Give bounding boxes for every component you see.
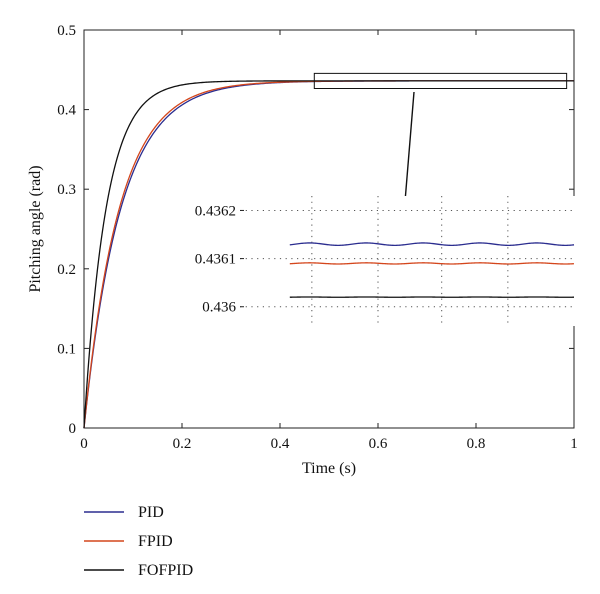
y-tick-label: 0.1 [57,341,76,357]
zoom-box [313,72,568,90]
inset-line-pid [289,242,575,247]
inset-frame [213,196,575,326]
x-tick-label: 0.2 [173,436,192,452]
x-tick-label: 0.8 [467,436,486,452]
legend-label-fpid: FPID [138,533,173,550]
inset-line-fpid [289,262,575,265]
inset-tick-label: 0.436 [202,300,236,316]
x-axis-label: Time (s) [302,460,356,477]
x-tick-label: 0 [80,436,88,452]
inset-tick-label: 0.4361 [195,252,236,268]
x-tick-label: 0.4 [271,436,290,452]
legend: PID FPID FOFPID [84,504,193,579]
inset-ticks: 0.4362 0.4361 0.436 [195,203,244,316]
inset-series [289,242,575,298]
main-series [83,80,574,429]
x-tick-label: 0.6 [369,436,388,452]
legend-label-pid: PID [138,504,164,521]
legend-label-fofpid: FOFPID [138,562,193,579]
y-tick-label: 0 [69,421,77,437]
y-tick-label: 0.2 [57,262,76,278]
y-tick-label: 0.3 [57,182,76,198]
inset-grid [240,196,574,326]
main-ticks: 0 0.2 0.4 0.6 0.8 1 0 0.1 0.2 0.3 0.4 0.5 [57,23,578,452]
series-line-fofpid [83,80,574,429]
y-axis-label: Pitching angle (rad) [27,165,44,292]
x-tick-label: 1 [570,436,578,452]
inset-tick-label: 0.4362 [195,203,236,219]
y-tick-label: 0.4 [57,103,76,119]
y-tick-label: 0.5 [57,23,76,39]
